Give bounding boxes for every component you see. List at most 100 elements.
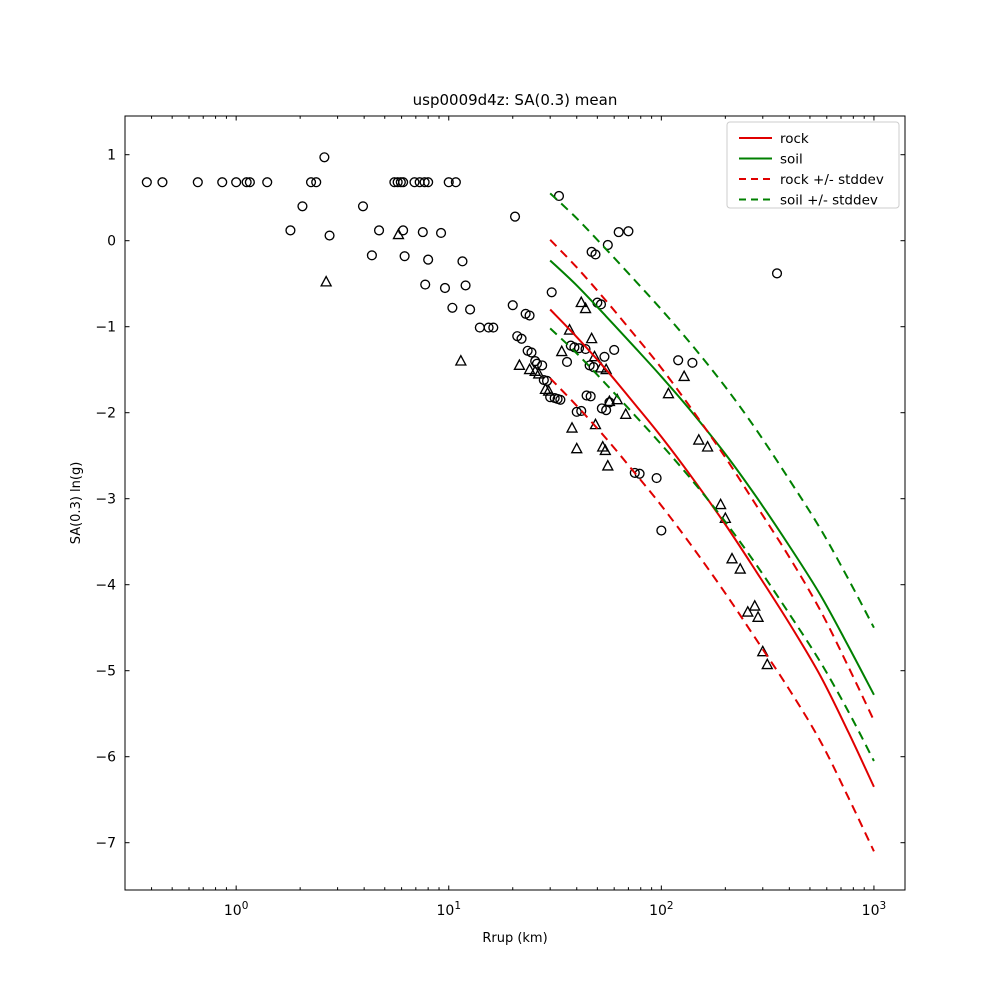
data-point-circle bbox=[262, 177, 273, 188]
data-point-circle bbox=[771, 268, 783, 279]
data-point-triangle bbox=[588, 349, 601, 362]
data-point-circle bbox=[613, 227, 624, 238]
data-point-triangle bbox=[692, 433, 705, 445]
data-point-circle bbox=[580, 343, 591, 355]
data-point-triangle bbox=[662, 386, 675, 399]
data-point-circle bbox=[443, 177, 454, 188]
y-tick-label: −7 bbox=[95, 836, 116, 852]
data-point-circle bbox=[553, 190, 565, 202]
data-point-circle bbox=[595, 299, 607, 310]
data-point-triangle bbox=[734, 562, 747, 574]
data-point-circle bbox=[357, 201, 369, 212]
data-point-circle bbox=[366, 250, 377, 261]
y-tick-label: −4 bbox=[95, 578, 116, 594]
data-point-circle bbox=[141, 177, 152, 188]
data-point-circle bbox=[629, 467, 640, 478]
data-point-circle bbox=[599, 351, 610, 362]
data-point-triangle bbox=[585, 331, 598, 344]
y-tick-label: −2 bbox=[95, 406, 116, 422]
data-point-circle bbox=[457, 256, 468, 267]
data-point-circle bbox=[673, 355, 684, 366]
data-point-circle bbox=[241, 177, 252, 188]
data-point-triangle bbox=[678, 369, 691, 382]
data-point-circle bbox=[423, 254, 434, 265]
data-point-triangle bbox=[748, 599, 761, 611]
data-point-triangle bbox=[320, 275, 333, 287]
data-point-triangle bbox=[599, 443, 612, 456]
data-point-triangle bbox=[392, 227, 405, 240]
data-point-triangle bbox=[570, 441, 583, 454]
data-point-circle bbox=[423, 177, 434, 188]
data-point-circle bbox=[392, 177, 403, 188]
data-point-triangle bbox=[555, 344, 568, 357]
data-point-circle bbox=[373, 225, 385, 236]
x-axis-label: Rrup (km) bbox=[482, 931, 547, 946]
curve-soil-minus-stddev bbox=[549, 327, 875, 762]
data-point-circle bbox=[537, 360, 548, 371]
data-point-circle bbox=[590, 249, 601, 260]
data-point-triangle bbox=[565, 421, 579, 433]
data-point-triangle bbox=[756, 644, 769, 657]
y-tick-label: −5 bbox=[95, 664, 116, 680]
data-point-circle bbox=[450, 177, 461, 188]
data-point-circle bbox=[509, 211, 521, 222]
y-axis-label: SA(0.3) ln(g) bbox=[69, 462, 84, 545]
observations-circle bbox=[141, 152, 783, 536]
data-point-circle bbox=[399, 251, 410, 262]
data-point-circle bbox=[417, 227, 428, 238]
data-point-circle bbox=[319, 152, 330, 163]
curve-rock bbox=[549, 308, 875, 788]
data-point-circle bbox=[561, 356, 573, 368]
data-point-circle bbox=[526, 347, 537, 358]
data-point-circle bbox=[573, 343, 585, 354]
data-point-circle bbox=[217, 177, 228, 188]
data-point-circle bbox=[285, 225, 296, 236]
data-point-circle bbox=[398, 177, 409, 188]
data-point-triangle bbox=[714, 497, 727, 510]
y-tick-label: 1 bbox=[107, 148, 116, 164]
legend-label: soil +/- stddev bbox=[780, 193, 878, 209]
legend-label: rock +/- stddev bbox=[780, 172, 884, 188]
data-point-circle bbox=[581, 390, 592, 401]
data-point-triangle bbox=[532, 367, 545, 379]
data-point-circle bbox=[409, 177, 420, 188]
data-point-triangle bbox=[542, 384, 555, 396]
y-tick-label: −3 bbox=[95, 492, 116, 508]
data-point-circle bbox=[311, 177, 322, 188]
data-point-triangle bbox=[513, 358, 526, 370]
legend-label: soil bbox=[780, 152, 803, 168]
data-point-circle bbox=[460, 280, 471, 291]
data-point-triangle bbox=[579, 301, 592, 314]
data-point-circle bbox=[297, 201, 308, 212]
legend: rock soil rock +/- stddev soil +/- stddev bbox=[726, 121, 900, 209]
chart-title: usp0009d4z: SA(0.3) mean bbox=[413, 91, 618, 109]
data-point-circle bbox=[524, 310, 535, 321]
plot-frame bbox=[124, 115, 906, 891]
data-point-triangle bbox=[575, 295, 588, 308]
data-point-circle bbox=[576, 405, 587, 417]
data-point-circle bbox=[483, 322, 494, 333]
data-point-triangle bbox=[619, 407, 632, 419]
data-point-circle bbox=[465, 304, 476, 315]
data-point-circle bbox=[192, 177, 203, 188]
data-point-triangle bbox=[454, 354, 467, 366]
curve-rock-plus-stddev bbox=[549, 239, 875, 722]
data-point-circle bbox=[324, 230, 335, 241]
y-tick-label: −6 bbox=[95, 750, 116, 766]
data-point-triangle bbox=[761, 657, 774, 670]
curve-rock-minus-stddev bbox=[549, 377, 875, 852]
data-point-circle bbox=[305, 177, 317, 188]
data-point-circle bbox=[419, 177, 430, 188]
data-point-circle bbox=[488, 322, 499, 333]
data-point-circle bbox=[231, 177, 242, 188]
data-point-circle bbox=[435, 227, 447, 239]
legend-box bbox=[726, 121, 900, 209]
data-point-circle bbox=[546, 287, 557, 298]
data-point-circle bbox=[602, 239, 613, 251]
data-point-triangle bbox=[523, 362, 536, 375]
data-point-triangle bbox=[741, 605, 754, 617]
data-point-triangle bbox=[701, 440, 714, 452]
data-point-circle bbox=[609, 344, 620, 355]
